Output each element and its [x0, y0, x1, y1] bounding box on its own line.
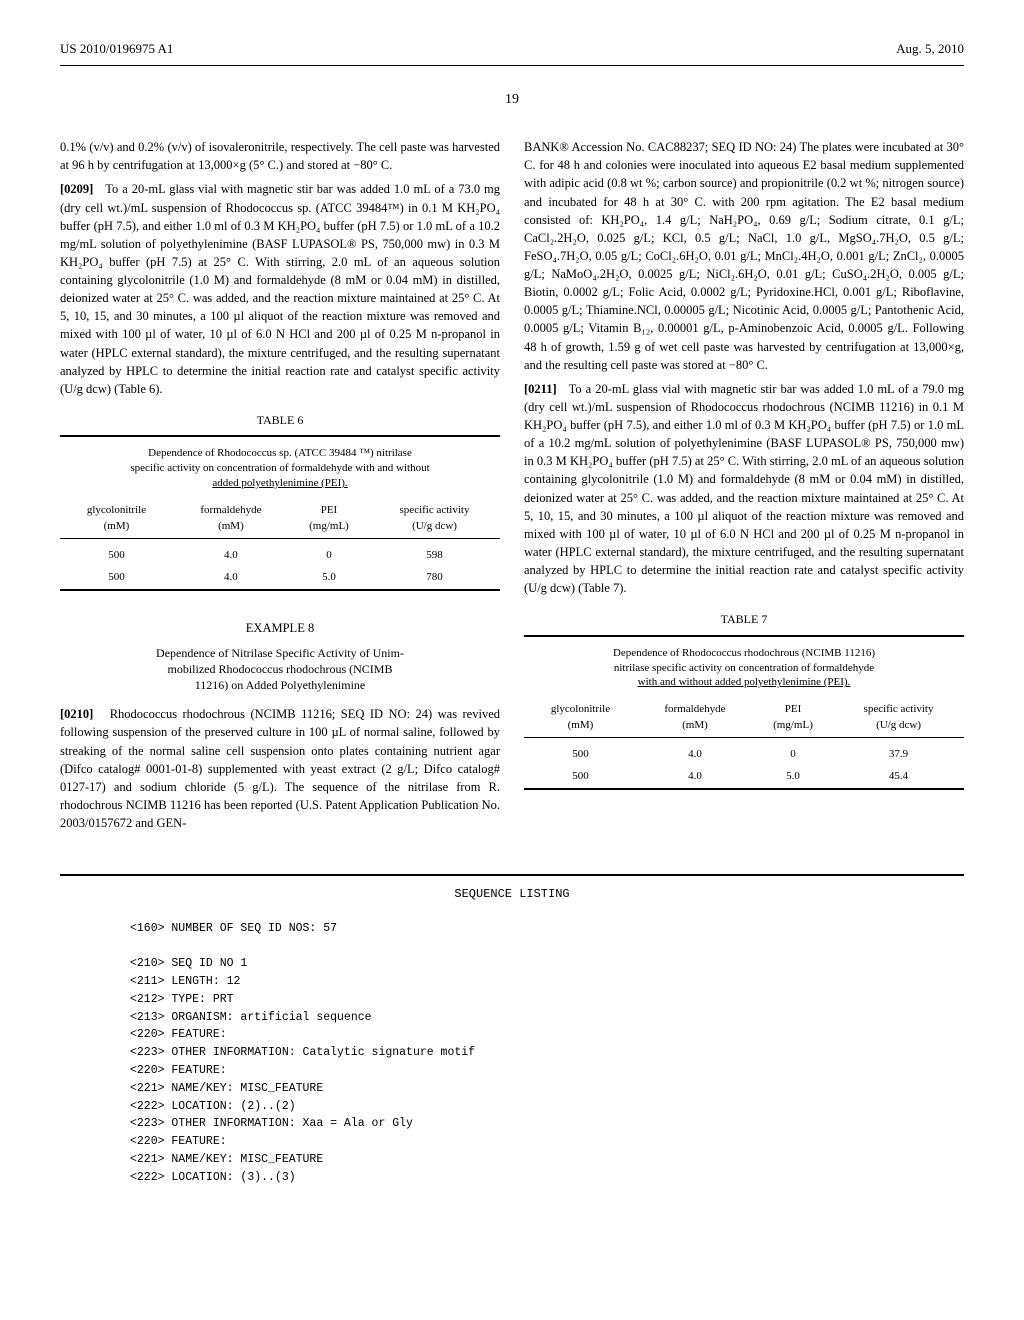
- ref-0211: [0211]: [524, 382, 557, 396]
- intro-tail: 0.1% (v/v) and 0.2% (v/v) of isovaleroni…: [60, 138, 500, 174]
- ref-0210: [0210]: [60, 707, 93, 721]
- right-top: BANK® Accession No. CAC88237; SEQ ID NO:…: [524, 138, 964, 374]
- table6-head: glycolonitrile(mM) formaldehyde(mM) PEI(…: [60, 500, 500, 538]
- table-row: 500 4.0 5.0 45.4: [524, 766, 964, 789]
- para-0209: [0209] To a 20-mL glass vial with magnet…: [60, 180, 500, 398]
- table6-title: Dependence of Rhodococcus sp. (ATCC 3948…: [64, 446, 496, 491]
- table-row: 500 4.0 5.0 780: [60, 567, 500, 590]
- table6: Dependence of Rhodococcus sp. (ATCC 3948…: [60, 435, 500, 596]
- pub-date: Aug. 5, 2010: [896, 40, 964, 59]
- sequence-title: SEQUENCE LISTING: [60, 886, 964, 903]
- body-0209: To a 20-mL glass vial with magnetic stir…: [60, 182, 500, 395]
- table7-head: glycolonitrile(mM) formaldehyde(mM) PEI(…: [524, 699, 964, 737]
- sequence-section: SEQUENCE LISTING <160> NUMBER OF SEQ ID …: [60, 874, 964, 1187]
- table-row: 500 4.0 0 37.9: [524, 744, 964, 766]
- page-number: 19: [60, 90, 964, 110]
- example8-head: EXAMPLE 8: [60, 619, 500, 637]
- table7-caption: TABLE 7: [524, 611, 964, 628]
- para-0211: [0211] To a 20-mL glass vial with magnet…: [524, 380, 964, 598]
- right-column: BANK® Accession No. CAC88237; SEQ ID NO:…: [524, 138, 964, 838]
- example8-sub: Dependence of Nitrilase Specific Activit…: [60, 645, 500, 694]
- body-0211: To a 20-mL glass vial with magnetic stir…: [524, 382, 964, 595]
- table7-title: Dependence of Rhodococcus rhodochrous (N…: [528, 646, 960, 691]
- sequence-listing: <160> NUMBER OF SEQ ID NOS: 57 <210> SEQ…: [130, 920, 964, 1187]
- table6-caption: TABLE 6: [60, 412, 500, 429]
- page-header: US 2010/0196975 A1 Aug. 5, 2010: [60, 40, 964, 59]
- para-0210: [0210] Rhodococcus rhodochrous (NCIMB 11…: [60, 705, 500, 832]
- table-row: 500 4.0 0 598: [60, 545, 500, 567]
- ref-0209: [0209]: [60, 182, 93, 196]
- body-0210: Rhodococcus rhodochrous (NCIMB 11216; SE…: [60, 707, 500, 830]
- header-rule: [60, 65, 964, 66]
- body-columns: 0.1% (v/v) and 0.2% (v/v) of isovaleroni…: [60, 138, 964, 838]
- pub-number: US 2010/0196975 A1: [60, 40, 173, 59]
- table7: Dependence of Rhodococcus rhodochrous (N…: [524, 635, 964, 796]
- left-column: 0.1% (v/v) and 0.2% (v/v) of isovaleroni…: [60, 138, 500, 838]
